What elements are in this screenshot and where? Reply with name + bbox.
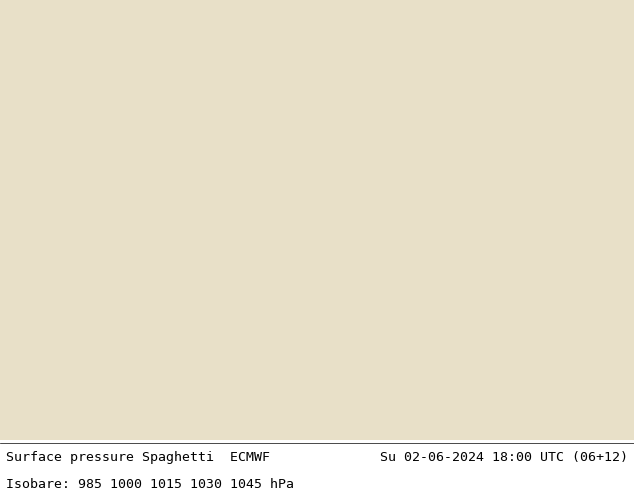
Polygon shape (0, 0, 634, 440)
Text: Su 02-06-2024 18:00 UTC (06+12): Su 02-06-2024 18:00 UTC (06+12) (380, 451, 628, 464)
Text: Surface pressure Spaghetti  ECMWF: Surface pressure Spaghetti ECMWF (6, 451, 270, 464)
Text: Isobare: 985 1000 1015 1030 1045 hPa: Isobare: 985 1000 1015 1030 1045 hPa (6, 477, 294, 490)
